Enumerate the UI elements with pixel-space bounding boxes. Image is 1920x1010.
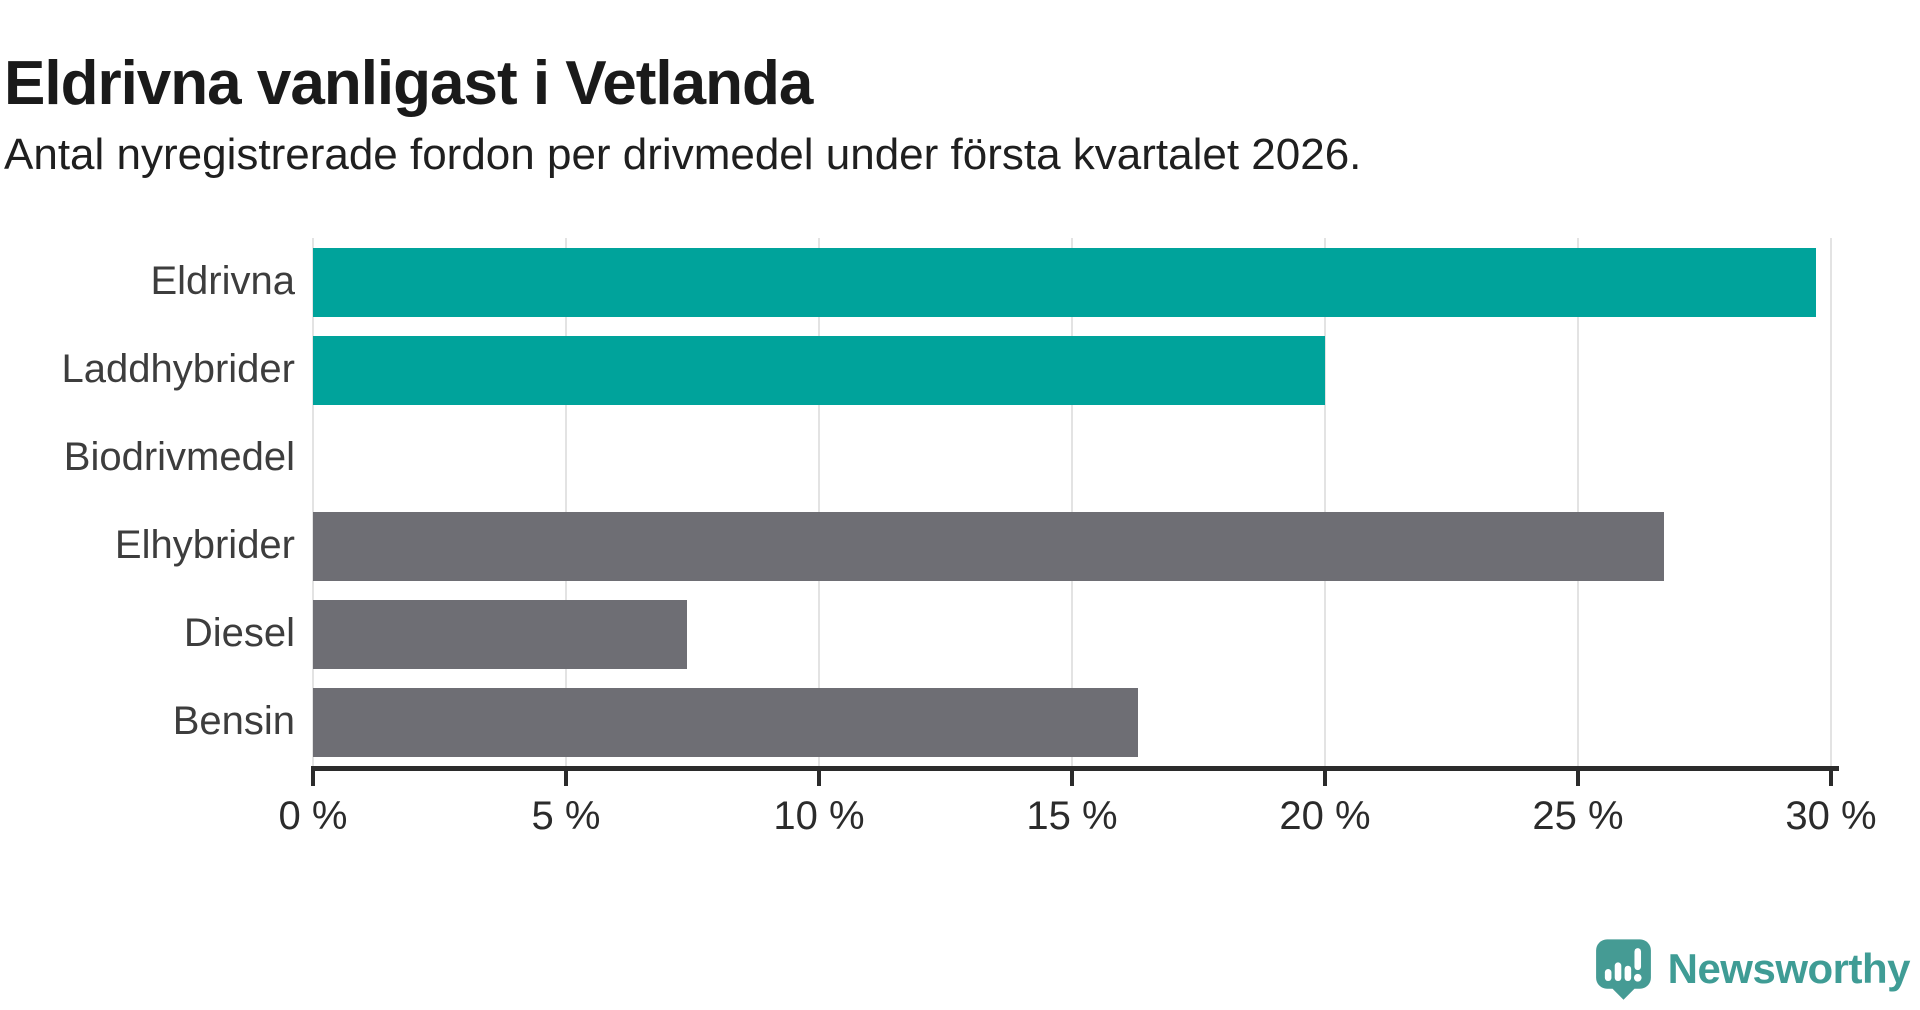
category-label-biodrivmedel: Biodrivmedel [63,435,295,479]
category-label-laddhybrider: Laddhybrider [61,347,296,391]
category-label-bensin: Bensin [172,699,295,743]
category-label-diesel: Diesel [183,611,295,655]
gridline [565,238,567,766]
x-tick-label: 0 % [278,794,348,838]
x-tick-label: 30 % [1785,794,1877,838]
gridline [818,238,820,766]
x-axis-tick [1829,771,1833,786]
bar-diesel [313,600,688,669]
x-tick-label: 5 % [531,794,601,838]
gridline [1577,238,1579,766]
gridline [1071,238,1073,766]
brand-logo: Newsworthy [1595,938,1911,1000]
bar-eldrivna [313,248,1816,317]
bar-bensin [313,688,1138,757]
x-tick-label: 20 % [1279,794,1371,838]
category-label-elhybrider: Elhybrider [114,523,295,567]
x-axis-tick [564,771,568,786]
gridline [312,238,314,766]
x-tick-label: 25 % [1532,794,1624,838]
x-axis-tick [1323,771,1327,786]
chart-subtitle: Antal nyregistrerade fordon per drivmede… [4,130,1362,179]
newsworthy-logo-icon [1595,939,1651,1000]
page-title: Eldrivna vanligast i Vetlanda [4,48,813,118]
bar-laddhybrider [313,336,1325,405]
x-axis-tick [1576,771,1580,786]
gridline [1830,238,1832,766]
x-tick-label: 10 % [773,794,865,838]
gridline [1324,238,1326,766]
x-axis-tick [1070,771,1074,786]
x-axis-tick [311,771,315,786]
bar-elhybrider [313,512,1665,581]
brand-name: Newsworthy [1667,945,1911,992]
x-tick-label: 15 % [1026,794,1118,838]
x-axis-tick [817,771,821,786]
x-axis-line [311,766,1839,771]
category-label-eldrivna: Eldrivna [150,259,295,303]
